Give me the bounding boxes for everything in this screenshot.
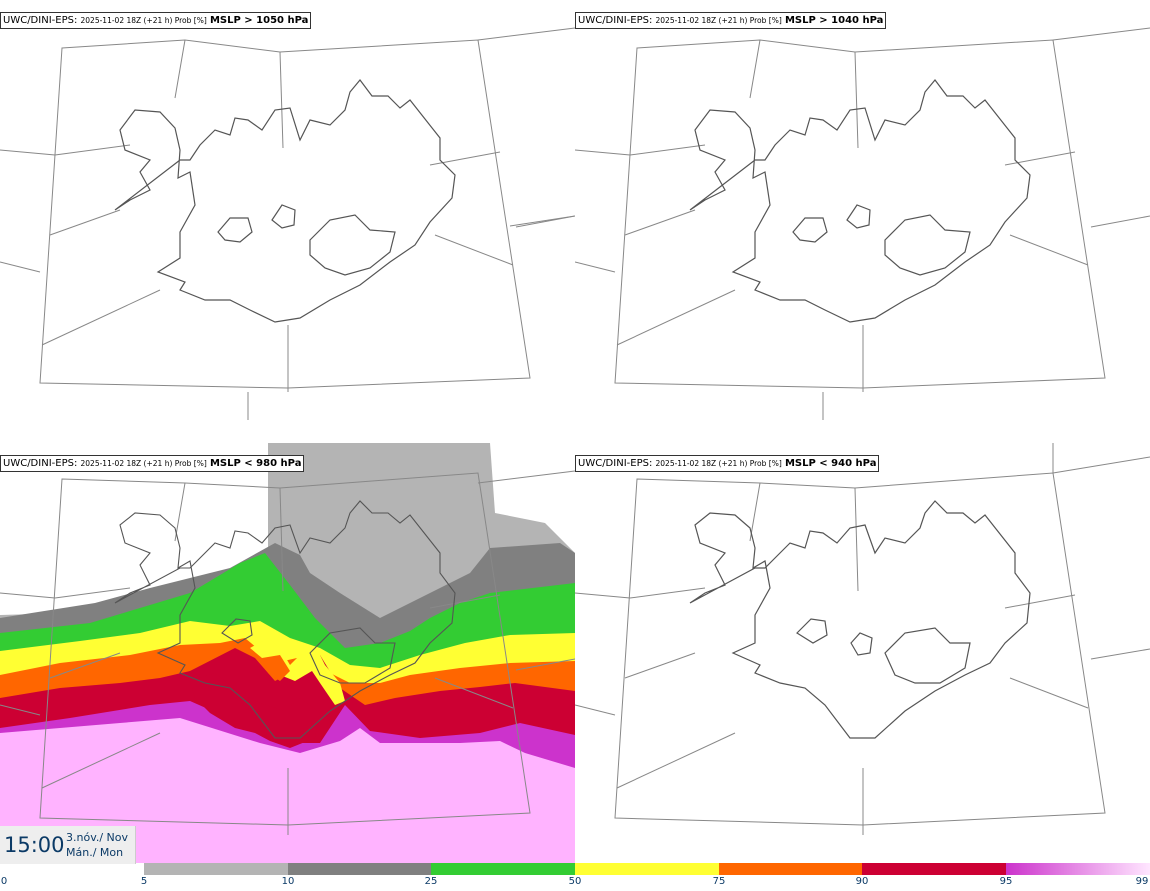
map-canvas [0, 27, 575, 420]
panel-model: UWC/DINI-EPS [3, 15, 74, 26]
panel-title: UWC/DINI-EPS: 2025-11-02 18Z (+21 h) Pro… [0, 12, 312, 29]
panel-title: UWC/DINI-EPS: 2025-11-02 18Z (+21 h) Pro… [575, 455, 880, 472]
map-graticule [575, 443, 1150, 835]
colorbar-tick: 0 [0, 876, 8, 887]
valid-time-hour: 15:00 [4, 833, 65, 857]
valid-date: 3.nóv./ Nov [66, 831, 129, 844]
panel-model: UWC/DINI-EPS [578, 15, 649, 26]
map-canvas [575, 27, 1150, 420]
map-graticule [0, 27, 575, 420]
panel-run: 2025-11-02 18Z (+21 h) Prob [%] [80, 16, 207, 25]
colorbar-tick: 95 [999, 876, 1013, 887]
map-panel-mslp-gt-1050: UWC/DINI-EPS: 2025-11-02 18Z (+21 h) Pro… [0, 0, 575, 420]
colorbar-tick: 25 [424, 876, 438, 887]
probability-fill [0, 443, 575, 863]
colorbar-tick: 50 [568, 876, 582, 887]
iceland-coastline [689, 79, 1031, 323]
map-panel-mslp-gt-1040: UWC/DINI-EPS: 2025-11-02 18Z (+21 h) Pro… [575, 0, 1150, 420]
colorbar-seg-95-99 [1006, 863, 1150, 875]
map-panel-mslp-lt-980: UWC/DINI-EPS: 2025-11-02 18Z (+21 h) Pro… [0, 443, 575, 863]
panel-run: 2025-11-02 18Z (+21 h) Prob [%] [655, 459, 782, 468]
colorbar-tick: 99 [1135, 876, 1149, 887]
map-graticule [575, 27, 1150, 420]
colorbar-tick: 5 [140, 876, 148, 887]
valid-weekday: Mán./ Mon [66, 846, 124, 859]
colorbar-seg-50-75 [575, 863, 719, 875]
panel-title: UWC/DINI-EPS: 2025-11-02 18Z (+21 h) Pro… [0, 455, 305, 472]
panel-model: UWC/DINI-EPS [3, 458, 74, 469]
panel-threshold: MSLP < 980 hPa [209, 458, 302, 469]
colorbar-seg-10-25 [288, 863, 431, 875]
iceland-coastline [114, 79, 456, 323]
colorbar-seg-75-90 [719, 863, 862, 875]
panel-model: UWC/DINI-EPS [578, 458, 649, 469]
panel-run: 2025-11-02 18Z (+21 h) Prob [%] [80, 459, 207, 468]
colorbar-tick: 10 [281, 876, 295, 887]
map-canvas [575, 443, 1150, 835]
prob-yellow-tongue [250, 638, 345, 705]
map-canvas [0, 443, 575, 863]
panel-title: UWC/DINI-EPS: 2025-11-02 18Z (+21 h) Pro… [575, 12, 887, 29]
colorbar-seg-90-95 [862, 863, 1006, 875]
panel-threshold: MSLP > 1040 hPa [784, 15, 884, 26]
panel-run: 2025-11-02 18Z (+21 h) Prob [%] [655, 16, 782, 25]
map-graticule [0, 470, 575, 835]
iceland-coastline [689, 500, 1031, 739]
colorbar-tick: 90 [855, 876, 869, 887]
map-panel-mslp-lt-940: UWC/DINI-EPS: 2025-11-02 18Z (+21 h) Pro… [575, 443, 1150, 863]
panel-threshold: MSLP > 1050 hPa [209, 15, 309, 26]
colorbar-seg-5-10 [144, 863, 288, 875]
colorbar-seg-25-50 [431, 863, 575, 875]
prob-orange-tongue [262, 655, 290, 681]
prob-core [190, 673, 320, 748]
colorbar-tick: 75 [712, 876, 726, 887]
valid-time-box: 15:00 3.nóv./ Nov Mán./ Mon [0, 826, 136, 864]
panel-threshold: MSLP < 940 hPa [784, 458, 877, 469]
iceland-coastline [114, 500, 456, 739]
